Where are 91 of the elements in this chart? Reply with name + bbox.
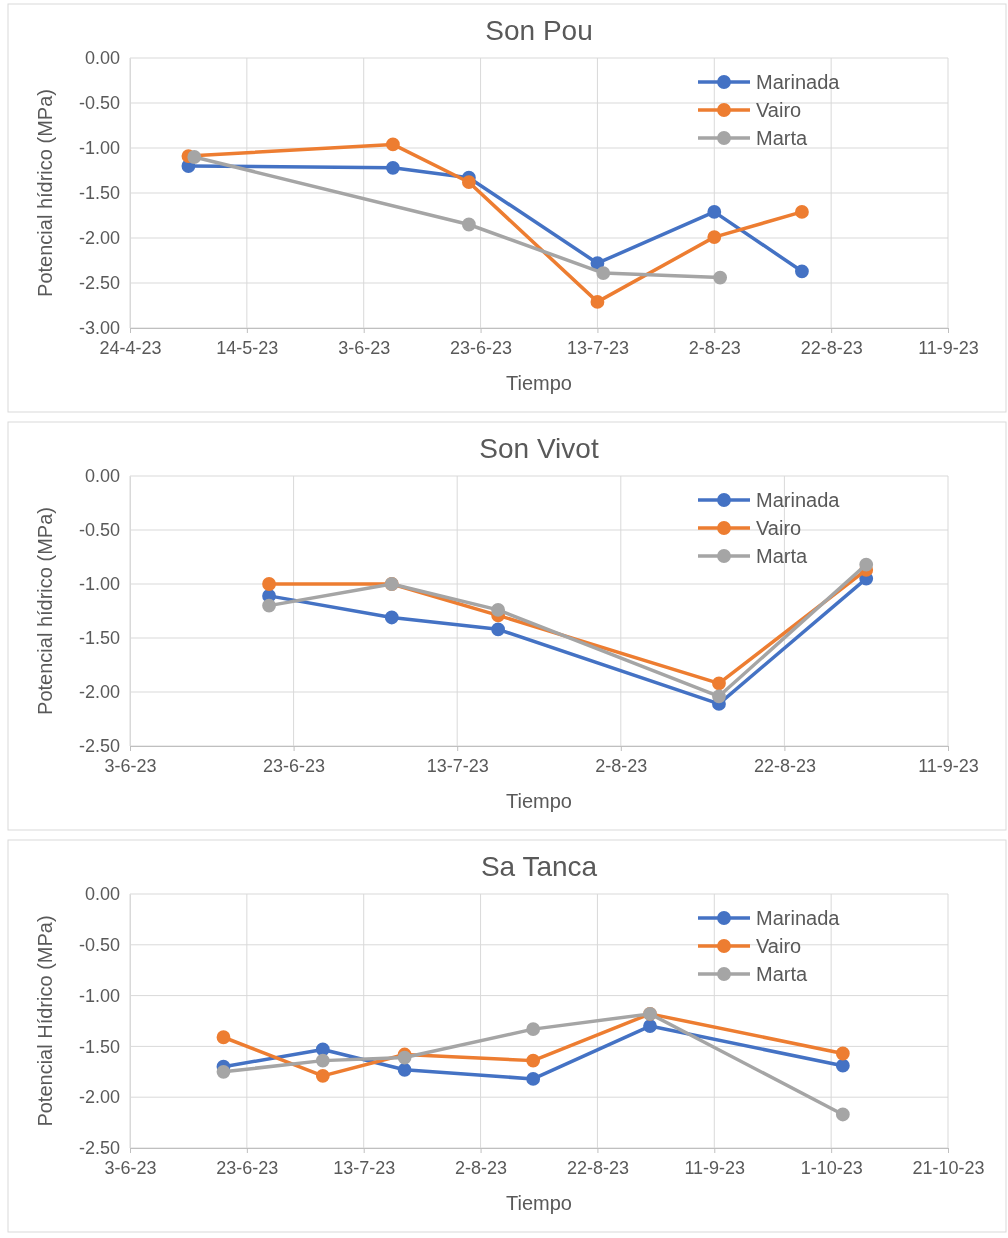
x-tick-label: 3-6-23 [104, 755, 157, 776]
point [262, 577, 276, 591]
y-axis-title: Potencial Hídrico (MPa) [34, 915, 56, 1127]
x-tick-label: 1-10-23 [800, 1157, 863, 1178]
point [262, 598, 276, 613]
y-tick-label: 0.00 [84, 48, 120, 69]
point [526, 1022, 541, 1037]
y-tick-label: -1.00 [78, 574, 120, 595]
y-tick-label: -1.50 [78, 1036, 120, 1057]
y-tick-label: -1.00 [78, 985, 120, 1006]
point [590, 295, 605, 309]
x-tick-label: 22-8-23 [800, 337, 863, 358]
point [526, 1072, 541, 1086]
y-tick-label: -0.50 [78, 520, 120, 541]
point [795, 205, 809, 219]
x-tick-label: 11-9-23 [684, 1157, 746, 1178]
legend-label: Marinada [756, 71, 841, 93]
point [187, 150, 202, 164]
legend-label: Marinada [756, 489, 841, 511]
legend-label: Marta [756, 545, 808, 567]
point [461, 217, 476, 232]
y-tick-label: -2.50 [78, 1138, 120, 1159]
x-tick-label: 11-9-23 [918, 337, 979, 358]
x-tick-label: 2-8-23 [595, 755, 648, 776]
x-tick-label: 13-7-23 [566, 337, 629, 358]
y-axis-title: Potencial hídrico (MPa) [34, 89, 56, 297]
x-axis-title: Tiempo [506, 1192, 572, 1214]
point [835, 1058, 850, 1073]
legend-label: Marinada [756, 907, 841, 929]
x-axis-title: Tiempo [506, 790, 572, 812]
point [643, 1019, 657, 1033]
point [315, 1053, 330, 1068]
chart-title: Sa Tanca [480, 851, 598, 882]
point [707, 205, 722, 219]
legend-label: Vairo [756, 99, 802, 121]
legend-label: Vairo [756, 517, 802, 539]
point [491, 622, 506, 637]
x-tick-label: 11-9-23 [918, 755, 979, 776]
point [491, 603, 506, 617]
x-tick-label: 24-4-23 [99, 337, 162, 358]
y-tick-label: -2.00 [78, 682, 120, 703]
point [397, 1062, 412, 1077]
point [835, 1046, 850, 1061]
x-tick-label: 21-10-23 [912, 1157, 985, 1178]
y-tick-label: -2.50 [78, 273, 120, 294]
y-tick-label: 0.00 [84, 884, 120, 905]
point [596, 266, 611, 280]
y-tick-label: -2.00 [78, 228, 120, 249]
legend-label: Marta [756, 963, 808, 985]
x-tick-label: 22-8-23 [753, 755, 816, 776]
point [384, 610, 399, 625]
x-tick-label: 14-5-23 [216, 337, 279, 358]
y-tick-label: -1.00 [78, 138, 120, 159]
chart-title: Son Vivot [479, 433, 599, 464]
point [835, 1107, 850, 1122]
y-tick-label: -2.00 [78, 1087, 120, 1108]
chart-title: Son Pou [485, 15, 593, 46]
y-tick-label: -3.00 [78, 318, 120, 339]
x-tick-label: 13-7-23 [426, 755, 489, 776]
point [526, 1053, 541, 1068]
y-tick-label: -1.50 [78, 183, 120, 204]
legend-label: Vairo [756, 935, 802, 957]
x-tick-label: 2-8-23 [688, 337, 741, 358]
legend-label: Marta [756, 127, 808, 149]
point [216, 1064, 231, 1079]
x-tick-label: 13-7-23 [333, 1157, 396, 1178]
point [795, 264, 809, 279]
y-tick-label: -1.50 [78, 628, 120, 649]
x-tick-label: 2-8-23 [455, 1157, 508, 1178]
x-axis-title: Tiempo [506, 372, 572, 394]
point [707, 230, 722, 244]
point [461, 175, 476, 190]
y-tick-label: -0.50 [78, 93, 120, 114]
y-tick-label: -2.50 [78, 736, 120, 757]
x-tick-label: 22-8-23 [566, 1157, 629, 1178]
x-tick-label: 3-6-23 [104, 1157, 157, 1178]
point [386, 160, 400, 175]
y-axis-title: Potencial hídrico (MPa) [34, 507, 56, 715]
x-tick-label: 23-6-23 [216, 1157, 279, 1178]
point [712, 676, 726, 691]
point [315, 1068, 330, 1083]
point [712, 689, 726, 704]
point [859, 557, 874, 572]
point [216, 1030, 231, 1045]
x-tick-label: 23-6-23 [450, 337, 513, 358]
y-tick-label: 0.00 [84, 466, 120, 487]
point [386, 137, 400, 152]
x-tick-label: 23-6-23 [263, 755, 326, 776]
y-tick-label: -0.50 [78, 935, 120, 956]
x-tick-label: 3-6-23 [338, 337, 391, 358]
point [713, 270, 728, 285]
